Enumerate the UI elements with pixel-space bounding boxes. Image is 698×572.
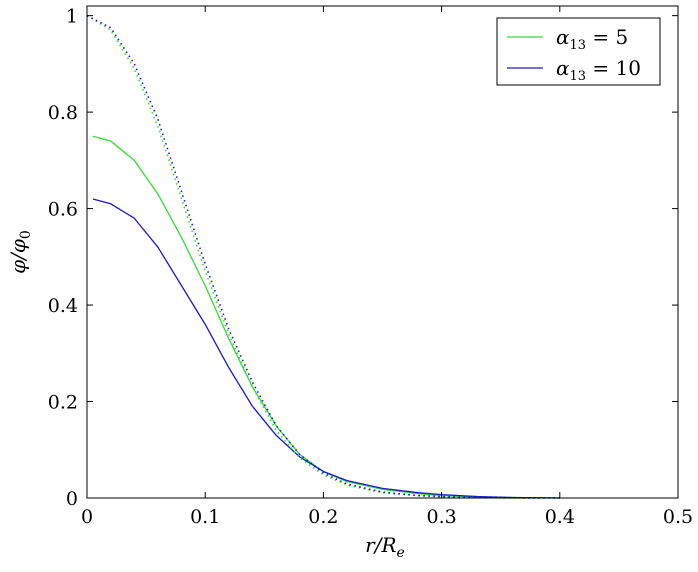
y-axis-label: φ/φ0 (6, 230, 34, 274)
series-line-0 (92, 135, 560, 499)
x-tick-label-2: 0.2 (308, 506, 338, 528)
x-tick-label-1: 0.1 (190, 506, 220, 528)
legend: α13 = 5 α13 = 10 (496, 17, 661, 86)
x-tick-label-4: 0.4 (545, 506, 575, 528)
x-tick-label-3: 0.3 (426, 506, 456, 528)
y-tick-label-2: 0.4 (48, 295, 78, 317)
x-tick-label-0: 0 (81, 506, 93, 528)
y-tick-label-4: 0.8 (48, 102, 78, 124)
x-tick-label-5: 0.5 (663, 506, 693, 528)
series-line-2 (86, 14, 560, 499)
series-layer (86, 14, 560, 499)
series-line-1 (92, 198, 560, 499)
legend-label-series-1: α13 = 10 (556, 56, 641, 84)
y-tick-label-1: 0.2 (48, 392, 78, 414)
plot-frame (86, 5, 679, 499)
ticks-layer: 0 0.1 0.2 0.3 0.4 0.5 0 0.2 0.4 0.6 0.8 1 (48, 6, 693, 528)
legend-frame (496, 17, 661, 86)
y-tick-label-3: 0.6 (48, 199, 78, 221)
y-axis-label-subscript: 0 (18, 230, 34, 239)
svg-text:φ/φ0: φ/φ0 (6, 230, 34, 274)
y-tick-label-0: 0 (66, 488, 78, 510)
legend-label-series-0: α13 = 5 (556, 25, 628, 53)
x-axis-label: r/Re (365, 533, 405, 561)
y-tick-label-5: 1 (66, 6, 78, 28)
x-axis-label-subscript: e (397, 545, 405, 561)
